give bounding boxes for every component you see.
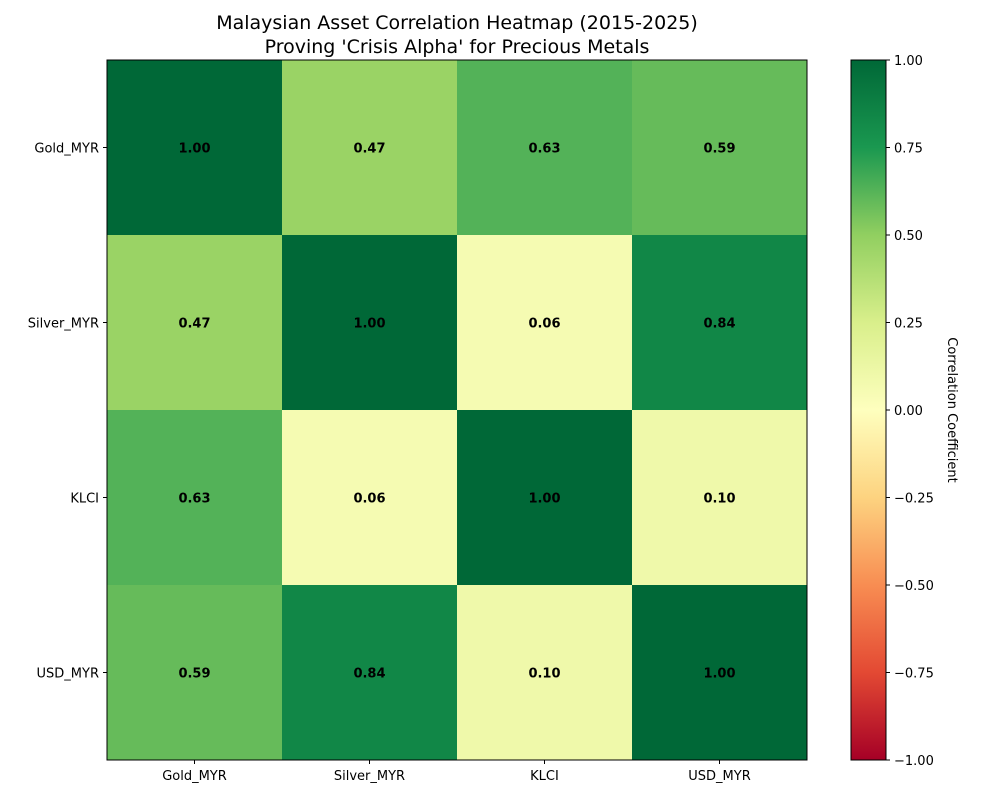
x-axis-ticks: Gold_MYR Silver_MYR KLCI USD_MYR	[162, 760, 751, 784]
colorbar-tick-label: 0.75	[894, 142, 923, 157]
heatmap-cell-Silver_MYR-Silver_MYR	[282, 235, 458, 411]
heatmap-cell-Silver_MYR-USD_MYR	[632, 235, 808, 411]
cell-value-label: 1.00	[178, 142, 210, 157]
colorbar-tick-label: 0.25	[894, 317, 923, 332]
heatmap-cell-KLCI-Silver_MYR	[282, 410, 458, 586]
colorbar-tick-label: 1.00	[894, 54, 923, 69]
plot-frame	[106, 59, 808, 761]
heatmap-cell-KLCI-Gold_MYR	[107, 410, 283, 586]
y-axis-ticks: Gold_MYR Silver_MYR KLCI USD_MYR	[28, 142, 107, 682]
x-tick-label: Silver_MYR	[334, 769, 405, 784]
colorbar-tick-label: −1.00	[894, 754, 934, 769]
colorbar-tick-label: 0.00	[894, 404, 923, 419]
heatmap-cell-KLCI-USD_MYR	[632, 410, 808, 586]
heatmap-cell-KLCI-KLCI	[457, 410, 633, 586]
y-tick-label: Gold_MYR	[34, 142, 99, 157]
cell-value-label: 0.10	[703, 492, 735, 507]
y-tick-label: KLCI	[70, 492, 99, 507]
colorbar-tick-label: 0.50	[894, 229, 923, 244]
heatmap-cell-Silver_MYR-KLCI	[457, 235, 633, 411]
x-tick-label: USD_MYR	[688, 769, 750, 784]
cell-value-label: 1.00	[353, 317, 385, 332]
heatmap-cell-Gold_MYR-Silver_MYR	[282, 60, 458, 236]
y-tick-label: USD_MYR	[37, 667, 99, 682]
heatmap-cell-USD_MYR-KLCI	[457, 585, 633, 761]
heatmap-cell-USD_MYR-Silver_MYR	[282, 585, 458, 761]
heatmap-cell-Gold_MYR-USD_MYR	[632, 60, 808, 236]
cell-value-label: 0.63	[528, 142, 560, 157]
heatmap-cell-USD_MYR-Gold_MYR	[107, 585, 283, 761]
heatmap-annotations: 1.00 0.47 0.63 0.59 0.47 1.00 0.06 0.84 0.63 0.06…	[178, 142, 735, 682]
cell-value-label: 0.47	[178, 317, 210, 332]
heatmap-cell-Gold_MYR-Gold_MYR	[107, 60, 283, 236]
cell-value-label: 0.47	[353, 142, 385, 157]
cell-value-label: 0.84	[353, 667, 385, 682]
heatmap-cell-Silver_MYR-Gold_MYR	[107, 235, 283, 411]
heatmap-cell-USD_MYR-USD_MYR	[632, 585, 808, 761]
x-tick-label: Gold_MYR	[162, 769, 227, 784]
cell-value-label: 0.84	[703, 317, 735, 332]
colorbar	[850, 59, 887, 761]
cell-value-label: 1.00	[703, 667, 735, 682]
colorbar-label: Correlation Coefficient	[944, 337, 959, 483]
cell-value-label: 1.00	[528, 492, 560, 507]
cell-value-label: 0.63	[178, 492, 210, 507]
chart-title-line-2: Proving 'Crisis Alpha' for Precious Meta…	[265, 36, 650, 58]
cell-value-label: 0.10	[528, 667, 560, 682]
heatmap-cells	[107, 60, 808, 761]
cell-value-label: 0.06	[528, 317, 560, 332]
colorbar-tick-label: −0.50	[894, 579, 934, 594]
colorbar-tick-label: −0.75	[894, 667, 934, 682]
y-tick-label: Silver_MYR	[28, 317, 99, 332]
heatmap-cell-Gold_MYR-KLCI	[457, 60, 633, 236]
cell-value-label: 0.06	[353, 492, 385, 507]
colorbar-ticks: 1.00 0.75 0.50 0.25 0.00 −0.25 −0.50 −0.75 −1.00	[886, 54, 934, 769]
x-tick-label: KLCI	[530, 769, 559, 784]
cell-value-label: 0.59	[178, 667, 210, 682]
cell-value-label: 0.59	[703, 142, 735, 157]
chart-title-line-1: Malaysian Asset Correlation Heatmap (201…	[216, 12, 698, 34]
colorbar-tick-label: −0.25	[894, 492, 934, 507]
